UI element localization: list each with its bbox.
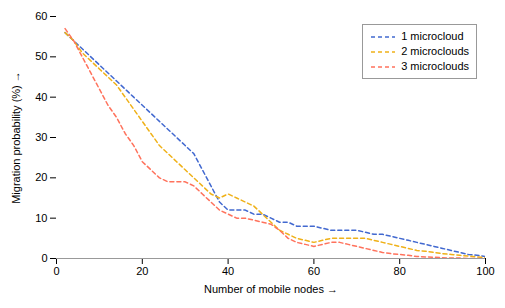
html-text:2 microclouds: 2 microclouds bbox=[401, 45, 469, 57]
svg-text:0: 0 bbox=[41, 252, 47, 264]
svg-text:Migration probability (%) →: Migration probability (%) → bbox=[10, 71, 22, 204]
svg-text:40: 40 bbox=[35, 91, 47, 103]
svg-text:0: 0 bbox=[53, 265, 59, 277]
svg-text:50: 50 bbox=[35, 50, 47, 62]
svg-text:Number of mobile nodes →: Number of mobile nodes → bbox=[204, 283, 338, 295]
svg-text:60: 60 bbox=[35, 10, 47, 22]
svg-text:20: 20 bbox=[136, 265, 148, 277]
html-text:3 microclouds: 3 microclouds bbox=[401, 60, 469, 72]
svg-text:10: 10 bbox=[35, 212, 47, 224]
svg-text:40: 40 bbox=[222, 265, 234, 277]
svg-text:60: 60 bbox=[308, 265, 320, 277]
svg-text:100: 100 bbox=[476, 265, 494, 277]
svg-text:20: 20 bbox=[35, 171, 47, 183]
html-text:1 microcloud: 1 microcloud bbox=[401, 30, 464, 42]
svg-text:30: 30 bbox=[35, 131, 47, 143]
svg-text:80: 80 bbox=[394, 265, 406, 277]
